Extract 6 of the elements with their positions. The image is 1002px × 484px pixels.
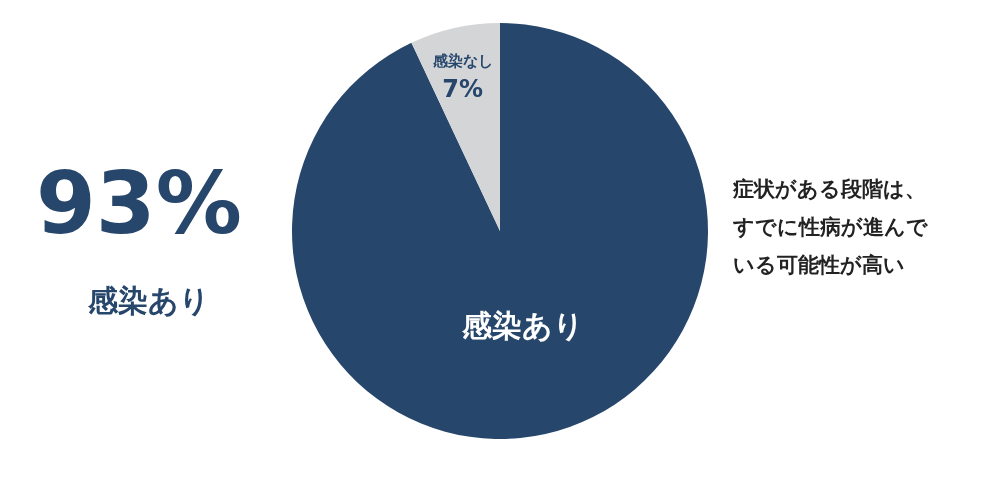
data-label: 93% bbox=[36, 153, 242, 253]
data-label: 7% bbox=[442, 74, 484, 103]
slice-label: 感染あり bbox=[461, 307, 585, 343]
text: 症状がある段階は、すでに性病が進んでいる可能性が高い bbox=[732, 177, 928, 277]
slice-label: 感染なし bbox=[431, 51, 493, 70]
slice-label: 感染あり bbox=[87, 282, 210, 318]
